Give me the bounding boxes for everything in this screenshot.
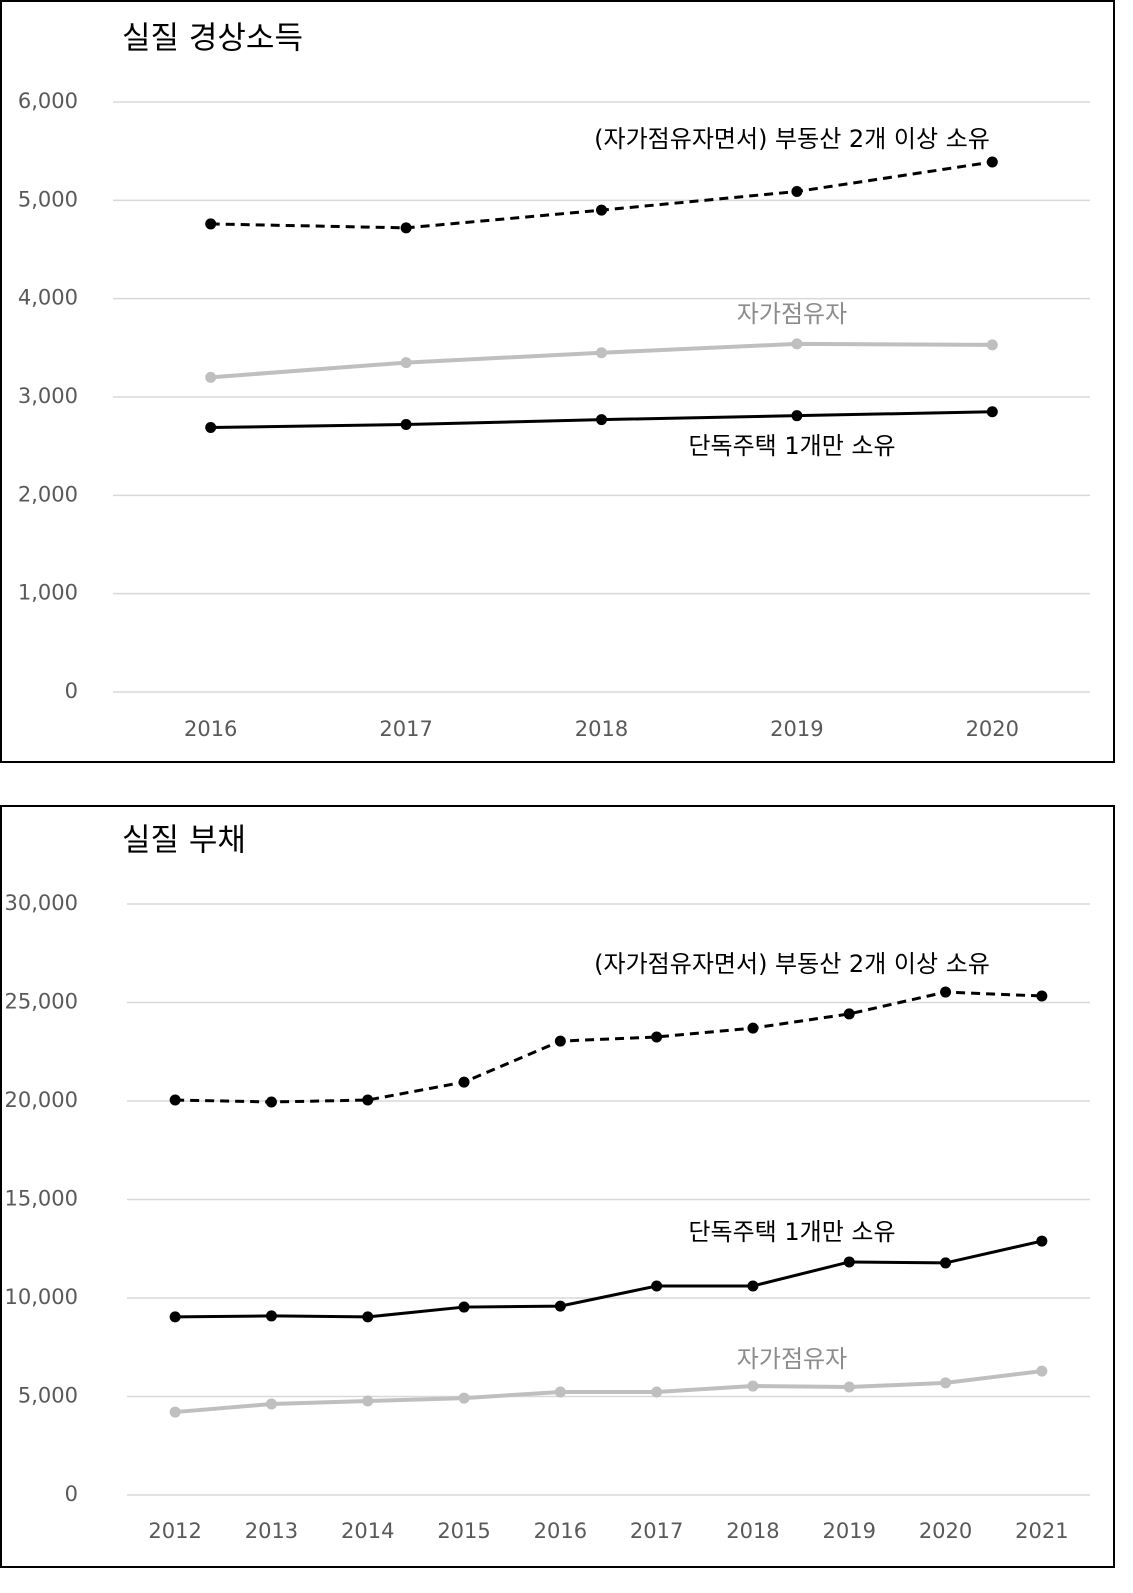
series-label: (자가점유자면서) 부동산 2개 이상 소유 — [594, 125, 990, 153]
marker — [265, 1096, 277, 1108]
marker — [1036, 1235, 1048, 1247]
series-line — [175, 1239, 1043, 1319]
x-tick-label: 2017 — [630, 1519, 683, 1543]
y-tick-label: 5,000 — [18, 1384, 78, 1408]
y-tick-label: 3,000 — [18, 384, 78, 408]
marker — [362, 1311, 374, 1323]
marker — [843, 1381, 855, 1393]
marker — [651, 1280, 663, 1292]
marker — [554, 1035, 566, 1047]
series-label: (자가점유자면서) 부동산 2개 이상 소유 — [594, 950, 990, 978]
marker — [265, 1398, 277, 1410]
marker — [458, 1392, 470, 1404]
series-label: 단독주택 1개만 소유 — [688, 432, 895, 460]
marker — [205, 421, 217, 433]
marker — [1036, 990, 1048, 1002]
marker — [400, 419, 412, 431]
y-tick-label: 15,000 — [5, 1187, 78, 1211]
series-line — [210, 160, 993, 230]
marker — [986, 156, 998, 168]
marker — [400, 357, 412, 369]
x-tick-label: 2019 — [770, 717, 823, 741]
marker — [554, 1386, 566, 1398]
marker — [458, 1076, 470, 1088]
y-tick-label: 2,000 — [18, 482, 78, 506]
x-tick-label: 2016 — [184, 717, 237, 741]
marker — [596, 204, 607, 216]
chart-frame — [0, 0, 1115, 763]
series-label: 자가점유자 — [737, 300, 847, 328]
marker — [169, 1094, 181, 1106]
x-tick-label: 2016 — [534, 1519, 587, 1543]
marker — [458, 1301, 470, 1313]
marker — [843, 1008, 855, 1020]
chart-title: 실질 경상소득 — [122, 21, 303, 57]
y-tick-label: 0 — [65, 679, 78, 703]
marker — [400, 222, 412, 234]
marker — [596, 414, 607, 426]
x-tick-label: 2020 — [919, 1519, 972, 1543]
marker — [1036, 1365, 1048, 1377]
marker — [169, 1406, 181, 1418]
marker — [940, 1257, 952, 1269]
marker — [791, 410, 803, 422]
marker — [651, 1386, 663, 1398]
x-tick-label: 2018 — [726, 1519, 779, 1543]
y-tick-label: 10,000 — [5, 1285, 78, 1309]
marker — [747, 1380, 759, 1392]
x-tick-label: 2017 — [379, 717, 432, 741]
marker — [791, 338, 803, 350]
chart-title: 실질 부채 — [122, 823, 246, 859]
marker — [265, 1310, 277, 1322]
marker — [940, 986, 952, 998]
marker — [596, 347, 607, 359]
marker — [843, 1256, 855, 1268]
x-tick-label: 2012 — [148, 1519, 201, 1543]
marker — [747, 1280, 759, 1292]
x-tick-label: 2019 — [823, 1519, 876, 1543]
y-tick-label: 25,000 — [5, 990, 78, 1014]
x-tick-label: 2020 — [966, 717, 1019, 741]
series-label: 자가점유자 — [737, 1345, 847, 1373]
x-tick-label: 2014 — [341, 1519, 394, 1543]
x-tick-label: 2018 — [575, 717, 628, 741]
series-line — [175, 990, 1042, 1104]
y-tick-label: 30,000 — [5, 891, 78, 915]
marker — [554, 1300, 566, 1312]
marker — [651, 1031, 663, 1043]
x-tick-label: 2021 — [1015, 1519, 1068, 1543]
marker — [747, 1022, 759, 1034]
marker — [986, 406, 998, 418]
marker — [169, 1311, 181, 1323]
y-tick-label: 4,000 — [18, 286, 78, 310]
marker — [791, 185, 803, 197]
y-tick-label: 6,000 — [18, 89, 78, 113]
y-tick-label: 20,000 — [5, 1088, 78, 1112]
series-label: 단독주택 1개만 소유 — [688, 1218, 895, 1246]
marker — [205, 371, 217, 383]
y-tick-label: 0 — [65, 1482, 78, 1506]
y-tick-label: 5,000 — [18, 187, 78, 211]
x-tick-label: 2015 — [437, 1519, 490, 1543]
marker — [986, 339, 998, 351]
marker — [362, 1094, 374, 1106]
marker — [362, 1395, 374, 1407]
marker — [205, 218, 217, 230]
marker — [940, 1377, 952, 1389]
x-tick-label: 2013 — [245, 1519, 298, 1543]
y-tick-label: 1,000 — [18, 581, 78, 605]
chart-frame — [0, 805, 1115, 1568]
series-line — [174, 1369, 1043, 1415]
